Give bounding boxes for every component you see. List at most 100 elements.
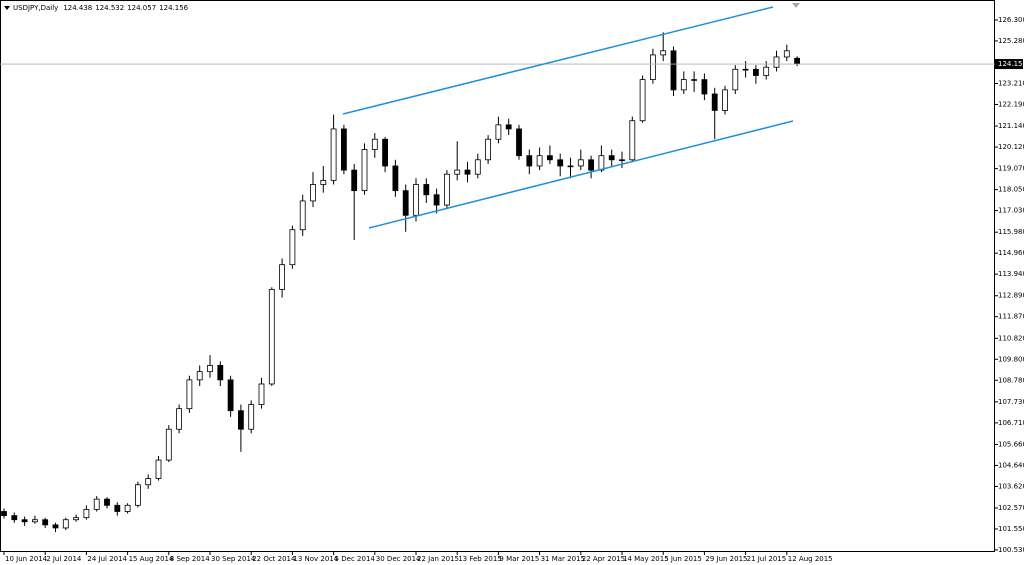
candle-body [536,155,543,167]
candle-body [680,79,687,91]
x-tick-label: 22 Jan 2015 [417,555,459,563]
candle-body [413,184,419,216]
candle-body [485,138,492,161]
candle-body [279,264,286,290]
candle-body [11,515,18,521]
x-tick-label: 9 Mar 2015 [499,555,539,563]
x-tick-label: 15 Aug 2014 [129,555,174,563]
candle-body [361,149,368,192]
candle-body [186,379,193,410]
y-tick-label: 119.070 [998,165,1024,173]
candle-body [134,484,141,506]
candle-body [155,459,162,479]
candle-body [732,68,739,91]
candle-body [258,383,265,405]
candle-body [619,159,625,162]
x-tick-label: 5 Jun 2015 [664,555,702,563]
candle-body [691,79,697,81]
y-tick-label: 111.870 [998,313,1024,321]
symbol: USDJPY,Daily [13,4,58,12]
channel-lower[interactable] [368,120,794,229]
candle-body [83,509,90,519]
x-tick-label: 12 Aug 2015 [788,555,833,563]
ohlc-high: 124.532 [95,4,124,12]
candle-body [639,79,646,122]
candle-body [650,54,656,80]
x-tick-label: 30 Dec 2014 [376,555,421,563]
chart-title: USDJPY,Daily 124.438 124.532 124.057 124.156 [13,4,189,12]
candle-body [237,410,244,430]
y-tick-label: 114.960 [998,249,1024,257]
x-tick-label: 22 Apr 2015 [582,555,625,563]
y-tick-label: 126.300 [998,16,1024,24]
y-tick-label: 112.890 [998,292,1024,300]
candle-body [42,519,49,526]
candle-body [351,169,358,192]
candle-body [124,504,131,512]
y-tick-label: 102.570 [998,504,1024,512]
x-tick-label: 5 Dec 2014 [335,555,376,563]
ohlc-open: 124.438 [63,4,92,12]
plot-frame [0,0,995,552]
candle-body [320,179,327,185]
candle-body [299,200,306,231]
candle-body [289,229,296,266]
candle-body [93,498,100,510]
candle-body [392,165,399,192]
y-tick-label: 110.820 [998,334,1024,342]
y-tick-label: 118.050 [998,186,1024,194]
candle-body [52,524,59,529]
candle-body [577,159,584,167]
candle-body [176,408,183,430]
current-price-label: 124.156 [998,60,1024,68]
candle-body [73,517,79,521]
candle-body [310,184,316,202]
candle-body [145,478,152,486]
candle-body [217,365,224,381]
y-tick-label: 113.940 [998,270,1024,278]
candle-body [402,190,409,216]
x-tick-label: 22 Oct 2014 [252,555,296,563]
candle-body [165,428,172,461]
shift-marker[interactable] [792,3,800,8]
y-tick-label: 105.660 [998,440,1024,448]
current-price-box [995,59,1023,70]
x-tick-label: 8 Sep 2014 [170,555,210,563]
candle-body [207,365,213,373]
candle-body [794,57,800,65]
menu-icon[interactable] [4,6,10,10]
candle-body [382,138,389,167]
x-tick-label: 29 Jun 2015 [705,555,747,563]
candle-body [763,66,770,76]
x-tick-label: 10 Jun 2014 [5,555,48,563]
candle-body [547,155,553,161]
candle-body [629,120,636,161]
x-tick-label: 30 Sep 2014 [211,555,256,563]
candle-body [670,50,677,91]
candle-body [474,159,481,175]
candle-body [557,159,564,167]
candle-body [21,519,28,523]
y-tick-label: 121.140 [998,122,1024,130]
x-tick-label: 13 Feb 2015 [458,555,502,563]
candle-body [114,504,121,512]
candle-body [104,498,110,506]
x-tick-label: 24 Jul 2014 [87,555,127,563]
candle-body [196,371,203,381]
candle-body [660,50,667,56]
candle-body [783,50,790,58]
ohlc-low: 124.057 [127,4,156,12]
y-tick-label: 108.780 [998,376,1024,384]
candle-body [742,68,749,71]
channel-upper[interactable] [342,6,774,115]
y-tick-label: 104.640 [998,461,1024,469]
candle-body [330,128,337,181]
candle-body [722,89,728,111]
y-tick-label: 101.550 [998,525,1024,533]
y-tick-label: 109.800 [998,355,1024,363]
y-tick-label: 103.620 [998,482,1024,490]
candle-body [526,155,533,167]
candle-body [516,128,522,157]
